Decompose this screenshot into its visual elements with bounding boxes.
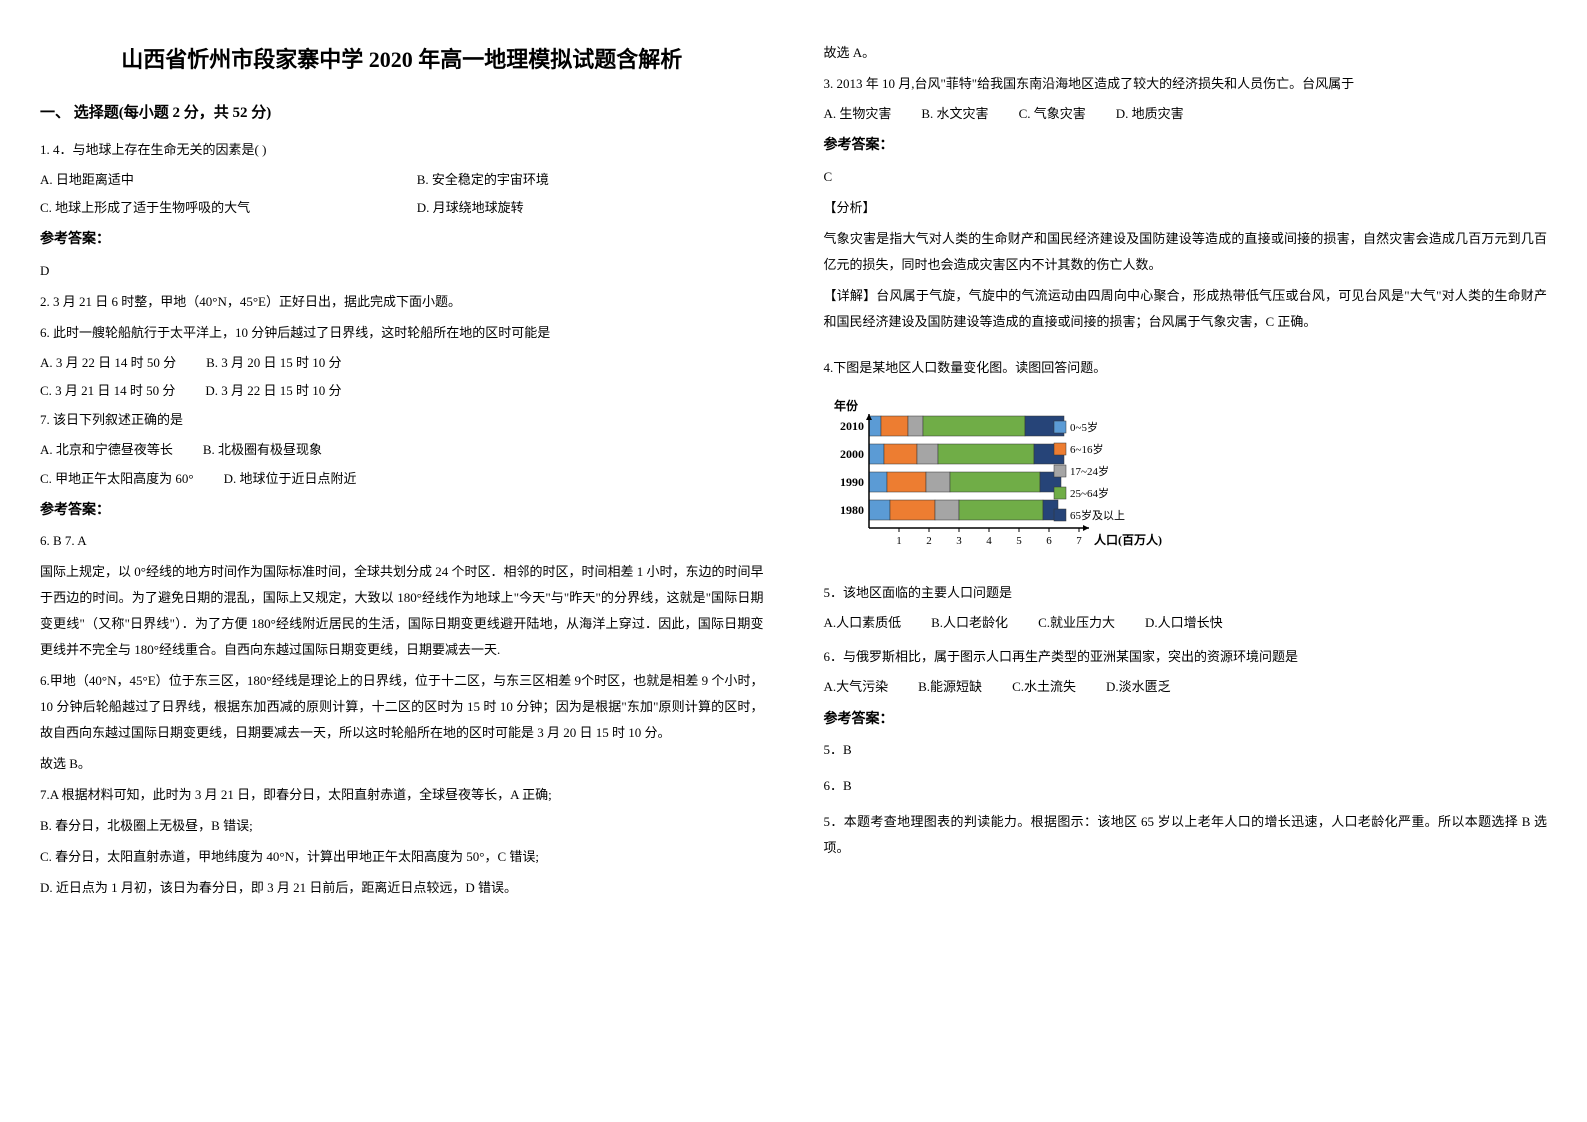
svg-text:人口(百万人): 人口(百万人) — [1094, 532, 1162, 547]
q3-stem: 3. 2013 年 10 月,台风"菲特"给我国东南沿海地区造成了较大的经济损失… — [824, 71, 1548, 97]
q4-explain: 5．本题考查地理图表的判读能力。根据图示：该地区 65 岁以上老年人口的增长迅速… — [824, 809, 1548, 861]
page-container: 山西省忻州市段家寨中学 2020 年高一地理模拟试题含解析 一、 选择题(每小题… — [40, 40, 1547, 906]
q3-optA: A. 生物灾害 — [824, 102, 892, 125]
q1-options-row2: C. 地球上形成了适于生物呼吸的大气 D. 月球绕地球旋转 — [40, 196, 764, 219]
svg-text:1980: 1980 — [840, 503, 864, 517]
q2-sub7: 7. 该日下列叙述正确的是 — [40, 407, 764, 433]
svg-text:5: 5 — [1016, 535, 1022, 547]
svg-text:1: 1 — [896, 535, 902, 547]
q2-explain5: B. 春分日，北极圈上无极昼，B 错误; — [40, 813, 764, 839]
q2-answer-label: 参考答案： — [40, 498, 764, 523]
q1-optC: C. 地球上形成了适于生物呼吸的大气 — [40, 196, 387, 219]
q1-options-row1: A. 日地距离适中 B. 安全稳定的宇宙环境 — [40, 168, 764, 191]
q1-stem: 1. 4．与地球上存在生命无关的因素是( ) — [40, 137, 764, 163]
main-title: 山西省忻州市段家寨中学 2020 年高一地理模拟试题含解析 — [40, 40, 764, 80]
q2-sub7D: D. 地球位于近日点附近 — [224, 467, 357, 490]
q4-sub5B: B.人口老龄化 — [931, 611, 1008, 634]
svg-text:2000: 2000 — [840, 447, 864, 461]
svg-text:4: 4 — [986, 535, 992, 547]
q3-optB: B. 水文灾害 — [921, 102, 988, 125]
section-heading: 一、 选择题(每小题 2 分，共 52 分) — [40, 100, 764, 127]
q4-sub6: 6．与俄罗斯相比，属于图示人口再生产类型的亚洲某国家，突出的资源环境问题是 — [824, 644, 1548, 670]
svg-text:1990: 1990 — [840, 475, 864, 489]
q2-sub6C: C. 3 月 21 日 14 时 50 分 — [40, 379, 175, 402]
q4-stem: 4.下图是某地区人口数量变化图。读图回答问题。 — [824, 355, 1548, 381]
q4-sub6C: C.水土流失 — [1012, 675, 1076, 698]
q3-answer-label: 参考答案： — [824, 133, 1548, 158]
q2-explain3: 故选 B。 — [40, 751, 764, 777]
q2-stem: 2. 3 月 21 日 6 时整，甲地（40°N，45°E）正好日出，据此完成下… — [40, 289, 764, 315]
q2-explain7: D. 近日点为 1 月初，该日为春分日，即 3 月 21 日前后，距离近日点较远… — [40, 875, 764, 901]
svg-text:6: 6 — [1046, 535, 1052, 547]
q2-sub6: 6. 此时一艘轮船航行于太平洋上，10 分钟后越过了日界线，这时轮船所在地的区时… — [40, 320, 764, 346]
q4-ans5: 5．B — [824, 737, 1548, 763]
q2-answer: 6. B 7. A — [40, 528, 764, 554]
q2-sub7-row1: A. 北京和宁德昼夜等长 B. 北极圈有极昼现象 — [40, 438, 764, 461]
q1-optB: B. 安全稳定的宇宙环境 — [417, 168, 764, 191]
q1-answer: D — [40, 258, 764, 284]
q2-explain1: 国际上规定，以 0°经线的地方时间作为国际标准时间，全球共划分成 24 个时区．… — [40, 559, 764, 663]
q3-analysis1: 气象灾害是指大气对人类的生命财产和国民经济建设及国防建设等造成的直接或间接的损害… — [824, 226, 1548, 278]
q2-sub6-row2: C. 3 月 21 日 14 时 50 分 D. 3 月 22 日 15 时 1… — [40, 379, 764, 402]
q4-sub6A: A.大气污染 — [824, 675, 889, 698]
left-column: 山西省忻州市段家寨中学 2020 年高一地理模拟试题含解析 一、 选择题(每小题… — [40, 40, 764, 906]
q3-optD: D. 地质灾害 — [1116, 102, 1184, 125]
q2-sub7C: C. 甲地正午太阳高度为 60° — [40, 467, 194, 490]
q2-sub7A: A. 北京和宁德昼夜等长 — [40, 438, 173, 461]
svg-text:3: 3 — [956, 535, 962, 547]
q1-optD: D. 月球绕地球旋转 — [417, 196, 764, 219]
q2-sub7-row2: C. 甲地正午太阳高度为 60° D. 地球位于近日点附近 — [40, 467, 764, 490]
q3-detail: 【详解】台风属于气旋，气旋中的气流运动由四周向中心聚合，形成热带低气压或台风，可… — [824, 283, 1548, 335]
q2-sub6A: A. 3 月 22 日 14 时 50 分 — [40, 351, 176, 374]
q2-explain4: 7.A 根据材料可知，此时为 3 月 21 日，即春分日，太阳直射赤道，全球昼夜… — [40, 782, 764, 808]
svg-text:2: 2 — [926, 535, 932, 547]
q4-sub5D: D.人口增长快 — [1145, 611, 1223, 634]
q1-answer-label: 参考答案： — [40, 227, 764, 252]
q4-sub6-options: A.大气污染 B.能源短缺 C.水土流失 D.淡水匮乏 — [824, 675, 1548, 698]
q4-sub5A: A.人口素质低 — [824, 611, 902, 634]
q4-sub5-options: A.人口素质低 B.人口老龄化 C.就业压力大 D.人口增长快 — [824, 611, 1548, 634]
svg-text:65岁及以上: 65岁及以上 — [1070, 508, 1125, 522]
q4-answer-label: 参考答案： — [824, 707, 1548, 732]
q4-ans6: 6．B — [824, 773, 1548, 799]
svg-text:年份: 年份 — [834, 398, 859, 413]
svg-text:2010: 2010 — [840, 419, 864, 433]
q3-answer: C — [824, 164, 1548, 190]
q2-explain2: 6.甲地（40°N，45°E）位于东三区，180°经线是理论上的日界线，位于十二… — [40, 668, 764, 746]
col2-line1: 故选 A。 — [824, 40, 1548, 66]
q2-explain6: C. 春分日，太阳直射赤道，甲地纬度为 40°N，计算出甲地正午太阳高度为 50… — [40, 844, 764, 870]
q2-sub6B: B. 3 月 20 日 15 时 10 分 — [206, 351, 341, 374]
svg-text:0~5岁: 0~5岁 — [1070, 420, 1098, 434]
q3-optC: C. 气象灾害 — [1019, 102, 1086, 125]
right-column: 故选 A。 3. 2013 年 10 月,台风"菲特"给我国东南沿海地区造成了较… — [824, 40, 1548, 906]
population-chart: 年份 2010 2000 1990 1980 1 2 3 4 5 6 7 人口(百万人) 0~5岁 6~16… — [824, 396, 1548, 565]
svg-text:17~24岁: 17~24岁 — [1070, 464, 1109, 478]
svg-text:7: 7 — [1076, 535, 1082, 547]
q3-options: A. 生物灾害 B. 水文灾害 C. 气象灾害 D. 地质灾害 — [824, 102, 1548, 125]
svg-text:25~64岁: 25~64岁 — [1070, 486, 1109, 500]
q2-sub7B: B. 北极圈有极昼现象 — [203, 438, 322, 461]
q4-sub5C: C.就业压力大 — [1038, 611, 1115, 634]
q4-sub5: 5．该地区面临的主要人口问题是 — [824, 580, 1548, 606]
q2-sub6D: D. 3 月 22 日 15 时 10 分 — [205, 379, 341, 402]
q2-sub6-row1: A. 3 月 22 日 14 时 50 分 B. 3 月 20 日 15 时 1… — [40, 351, 764, 374]
svg-text:6~16岁: 6~16岁 — [1070, 442, 1103, 456]
q1-optA: A. 日地距离适中 — [40, 168, 387, 191]
q4-sub6D: D.淡水匮乏 — [1106, 675, 1171, 698]
q4-sub6B: B.能源短缺 — [918, 675, 982, 698]
q3-analysis-label: 【分析】 — [824, 195, 1548, 221]
population-chart-svg: 年份 2010 2000 1990 1980 1 2 3 4 5 6 7 人口(百万人) 0~5岁 6~16… — [824, 396, 1194, 556]
